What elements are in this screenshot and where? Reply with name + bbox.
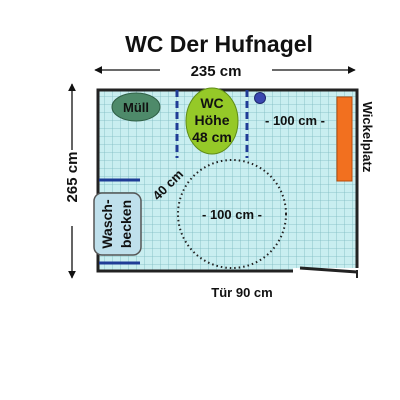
changing-table-label: Wickelplatz [360,102,375,173]
turning-circle-label: - 100 cm - [202,207,262,222]
sink-label-line1: Wasch- [99,199,115,249]
width-dimension-label: 235 cm [191,63,242,80]
sink-label-line2: becken [118,200,134,248]
changing-table [336,96,353,182]
right-clearance-label: - 100 cm - [265,113,325,128]
door-leaf [299,266,358,274]
toilet-label-line1: WC [200,95,223,111]
turning-circle [177,159,287,269]
height-dimension-label: 265 cm [64,152,81,203]
trash-bin [111,92,161,122]
flush-button-icon [254,92,266,104]
sink [93,192,142,256]
toilet-label-line3: 48 cm [192,129,232,145]
toilet-label-line2: Höhe [195,112,230,128]
trash-bin-label: Müll [123,100,149,115]
door-label: Tür 90 cm [211,285,272,300]
plan-title: WC Der Hufnagel [125,31,313,57]
toilet [185,87,239,155]
